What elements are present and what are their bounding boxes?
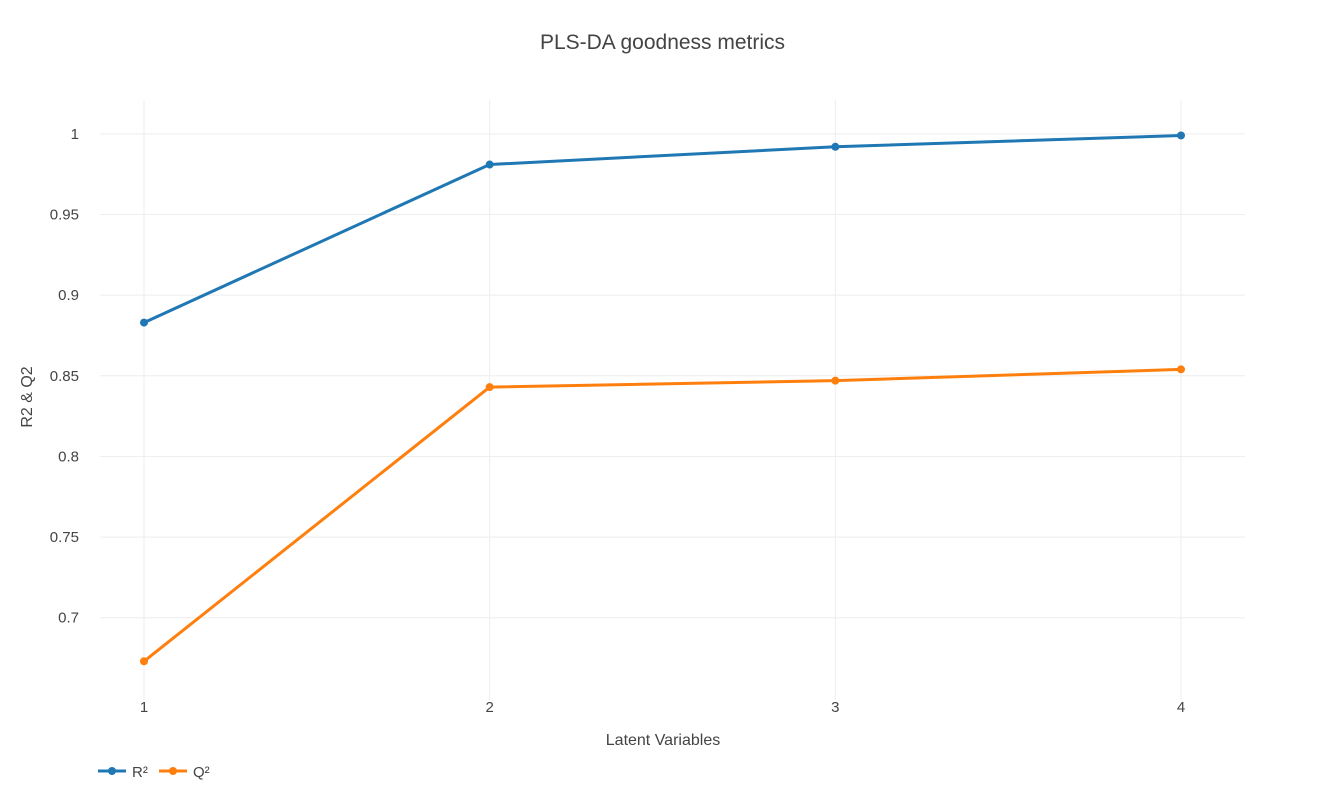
data-point-r2[interactable] <box>831 142 840 151</box>
y-tick-label: 0.75 <box>50 529 79 546</box>
series-line-q2[interactable] <box>142 367 1183 663</box>
data-point-q2[interactable] <box>140 657 148 666</box>
legend-swatch-marker <box>108 767 116 775</box>
legend-item-q2[interactable]: Q² <box>159 764 210 781</box>
legend-label: R² <box>132 764 148 781</box>
data-point-r2[interactable] <box>140 318 148 327</box>
x-tick-label: 2 <box>485 699 493 716</box>
chart-title: PLS-DA goodness metrics <box>540 31 785 54</box>
legend[interactable]: R² Q² <box>98 764 210 781</box>
data-point-r2[interactable] <box>1177 131 1185 140</box>
grid-layer <box>100 100 1245 700</box>
series-layer <box>140 131 1185 666</box>
y-tick-label: 0.85 <box>50 368 79 385</box>
x-tick-label: 4 <box>1177 699 1185 716</box>
data-point-q2[interactable] <box>485 383 494 392</box>
data-point-q2[interactable] <box>1177 365 1185 374</box>
x-tick-label: 1 <box>140 699 148 716</box>
y-tick-label: 1 <box>71 126 79 143</box>
tick-label-layer: 1 2 3 4 0.7 0.75 0.8 0.85 0.9 0.95 1 <box>50 126 1185 716</box>
x-axis-title: Latent Variables <box>606 732 720 749</box>
data-point-r2[interactable] <box>485 160 494 169</box>
legend-label: Q² <box>193 764 210 781</box>
legend-item-r2[interactable]: R² <box>98 764 148 781</box>
x-tick-label: 3 <box>831 699 839 716</box>
y-tick-label: 0.7 <box>58 610 79 627</box>
legend-swatch-marker <box>169 767 177 775</box>
y-axis-title: R2 & Q2 <box>19 366 36 427</box>
y-tick-label: 0.95 <box>50 207 79 224</box>
y-tick-label: 0.8 <box>58 448 79 465</box>
series-line-r2[interactable] <box>142 133 1183 325</box>
y-tick-label: 0.9 <box>58 287 79 304</box>
data-point-q2[interactable] <box>831 376 840 385</box>
